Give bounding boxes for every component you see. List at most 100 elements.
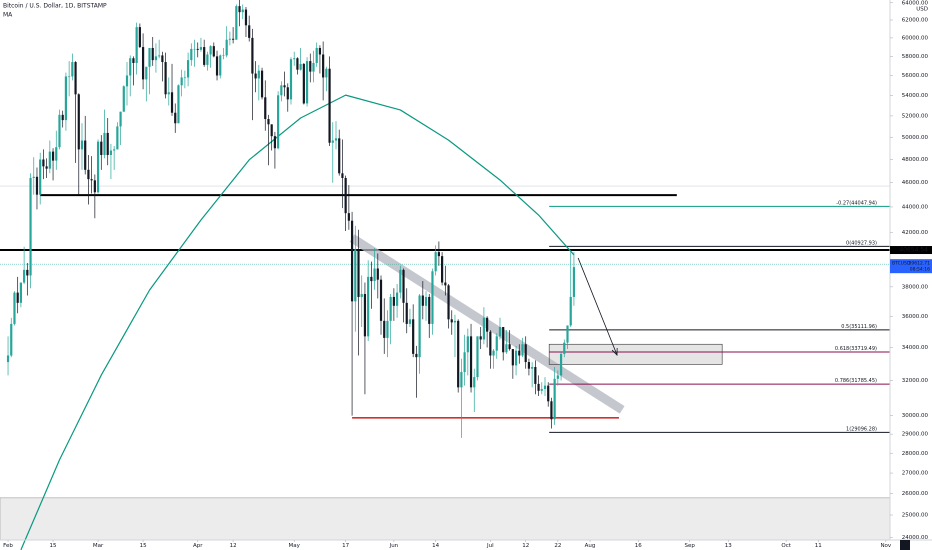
candle-body (235, 6, 238, 40)
candle-body (379, 279, 383, 321)
candle-body (158, 55, 161, 57)
candle-body (264, 97, 267, 120)
candle-body (357, 249, 360, 297)
x-tick-label: 11 (815, 543, 822, 549)
candle-body (434, 252, 437, 272)
candle-body (386, 320, 389, 338)
candle-body (177, 85, 180, 124)
level-price-box (890, 246, 932, 255)
candle-body (395, 292, 399, 306)
candle-body (341, 173, 344, 178)
x-tick-label: May (289, 543, 301, 549)
candle-body (222, 55, 225, 57)
candle-body (405, 302, 408, 324)
candle-body (167, 92, 170, 95)
candle-body (42, 159, 45, 167)
candle-body (174, 112, 177, 124)
candle-body (26, 269, 29, 276)
candle-body (315, 47, 318, 63)
axes: 64000.00 62000.00 60000.00 58000.00 56000.00… (3, 1, 928, 550)
candle-body (399, 269, 402, 293)
candle-body (534, 367, 537, 384)
x-tick-label: 12 (230, 543, 237, 549)
candle-body (109, 150, 113, 155)
candle-body (203, 47, 206, 65)
y-tick-label: 54000.00 (902, 93, 929, 99)
candle-body (569, 296, 572, 326)
candle-body (186, 60, 190, 78)
candle-body (508, 344, 511, 350)
candle-body (228, 38, 231, 40)
candle-body (495, 336, 498, 351)
candle-body (119, 111, 122, 127)
candle-body (421, 295, 424, 306)
candle-body (209, 46, 212, 55)
candle-body (170, 92, 174, 113)
x-tick-label: 15 (50, 543, 57, 549)
candle-body (257, 70, 260, 79)
candle-body (68, 76, 71, 78)
candle-body (199, 47, 203, 50)
chart-title: Bitcoin / U.S. Dollar, 1D, BITSTAMP (3, 3, 107, 10)
candle-body (145, 66, 148, 80)
y-tick-label: 44000.00 (902, 204, 929, 210)
candle-body (289, 59, 293, 100)
candle-body (71, 62, 74, 77)
candle-body (457, 320, 460, 388)
y-tick-label: 30000.00 (902, 413, 929, 419)
y-tick-label: 38000.00 (902, 284, 929, 290)
candle-body (408, 319, 412, 324)
candle-body (331, 140, 334, 143)
candle-body (299, 63, 302, 70)
y-tick-label: 26000.00 (902, 491, 929, 497)
moving-average (20, 94, 575, 550)
candle-body (447, 285, 450, 320)
candle-body (29, 177, 32, 276)
candle-body (363, 294, 367, 337)
x-tick-label: Aug (585, 543, 596, 549)
candle-body (96, 141, 100, 193)
y-tick-label: 28000.00 (902, 451, 929, 457)
settings-button[interactable] (900, 540, 910, 550)
candle-body (161, 55, 164, 63)
fib-label: 0(40927.93) (846, 240, 877, 246)
fib-label: 0.618(33719.49) (835, 346, 877, 352)
candle-body (566, 325, 569, 343)
x-tick-label: Mar (93, 543, 104, 549)
candle-body (347, 213, 350, 221)
candle-body (90, 179, 93, 181)
candle-body (16, 292, 19, 303)
arrow (577, 257, 618, 356)
candle-body (296, 58, 299, 70)
candle-body (444, 282, 447, 286)
candle-body (19, 282, 22, 303)
y-tick-label: 46000.00 (902, 180, 929, 186)
candle-body (469, 336, 473, 388)
candle-body (93, 180, 96, 193)
candle-body (32, 176, 35, 178)
y-tick-label: 27000.00 (902, 471, 929, 477)
x-tick-label: Sep (684, 543, 695, 549)
candle-body (514, 350, 518, 366)
x-tick-label: 14 (432, 543, 439, 549)
candle-body (251, 37, 254, 74)
candle-body (113, 149, 116, 151)
candle-body (492, 350, 495, 356)
candle-body (370, 276, 373, 282)
candle-body (302, 63, 305, 104)
x-tick-label: 15 (140, 543, 147, 549)
candle-body (148, 47, 151, 67)
candle-body (254, 73, 257, 79)
candle-body (13, 292, 16, 324)
candle-body (518, 350, 521, 356)
candle-body (193, 48, 196, 50)
candle-body (154, 56, 158, 61)
y-tick-label: 48000.00 (902, 157, 929, 163)
candle-body (61, 114, 64, 121)
candle-body (132, 58, 135, 63)
candle-body (424, 296, 428, 306)
candle-body (344, 177, 347, 214)
candle-body (334, 138, 338, 141)
